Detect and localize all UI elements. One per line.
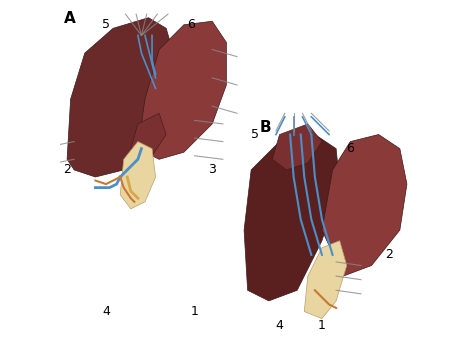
Text: 1: 1 — [318, 319, 326, 332]
Polygon shape — [138, 21, 227, 159]
Text: 3: 3 — [208, 164, 216, 176]
Polygon shape — [304, 241, 347, 319]
Text: 6: 6 — [187, 18, 195, 31]
Polygon shape — [273, 124, 322, 170]
Polygon shape — [120, 142, 155, 209]
Text: B: B — [260, 120, 272, 135]
Text: 4: 4 — [102, 305, 110, 318]
Text: 2: 2 — [385, 249, 393, 261]
Text: 1: 1 — [191, 305, 199, 318]
Polygon shape — [322, 135, 407, 276]
Text: 4: 4 — [275, 319, 283, 332]
Text: 6: 6 — [346, 142, 354, 155]
Text: 5: 5 — [251, 128, 259, 141]
Text: A: A — [64, 11, 75, 25]
Polygon shape — [67, 18, 173, 177]
Polygon shape — [131, 113, 166, 156]
Text: 2: 2 — [63, 164, 71, 176]
Text: 5: 5 — [102, 18, 110, 31]
Polygon shape — [244, 135, 340, 301]
